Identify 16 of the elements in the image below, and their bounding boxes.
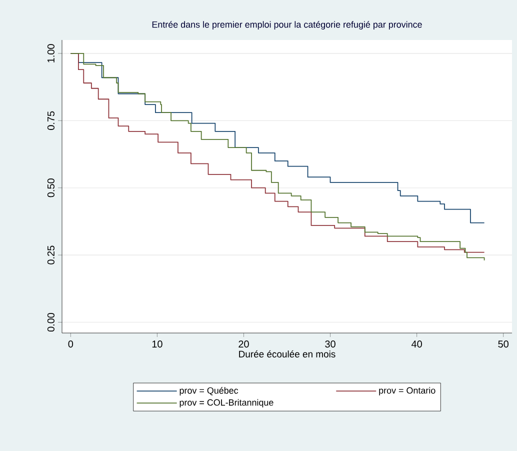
x-tick-label: 20: [238, 340, 249, 348]
x-tick-label: 30: [325, 340, 336, 348]
legend-label: prov = Québec: [180, 386, 238, 396]
y-tick-label: 1.00: [47, 44, 54, 62]
y-tick-label: 0.00: [47, 312, 54, 332]
y-tick-label: 0.75: [47, 111, 54, 130]
x-tick-label: 50: [498, 340, 509, 348]
x-axis-title: Durée écoulée en mois: [239, 350, 336, 358]
legend-label: prov = Ontario: [379, 387, 436, 396]
chart-title: Entrée dans le premier emploi pour la catégorie refugié par province: [152, 21, 422, 30]
x-tick-label: 40: [412, 340, 422, 348]
x-tick-label: 10: [152, 340, 162, 348]
legend-label: prov = COL-Britannique: [180, 399, 274, 408]
y-tick-label: 0.50: [47, 178, 54, 198]
x-tick-label: 0: [68, 340, 74, 348]
y-tick-label: 0.25: [47, 246, 54, 264]
